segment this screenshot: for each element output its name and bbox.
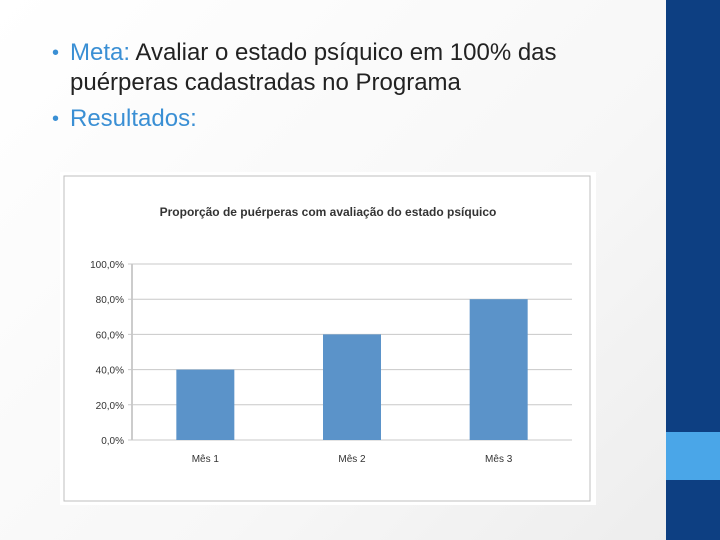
y-tick-label: 100,0% [90,260,124,271]
bullet-meta: • Meta: Avaliar o estado psíquico em 100… [52,38,652,98]
bullet-text: Resultados: [70,105,197,132]
bullet-list: • Meta: Avaliar o estado psíquico em 100… [52,38,652,140]
y-tick-label: 60,0% [96,330,124,341]
bullet-resultados: • Resultados: [52,104,652,134]
bullet-text: Avaliar o estado psíquico em 100% das pu… [70,39,557,96]
chart-container: Proporção de puérperas com avaliação do … [60,172,596,505]
chart-title: Proporção de puérperas com avaliação do … [160,205,497,219]
y-tick-label: 20,0% [96,401,124,412]
bullet-keyword: Meta: [70,39,131,66]
bullet-dot-icon: • [52,108,60,130]
sidebar-accent-block [666,432,720,480]
x-tick-label: Mês 1 [192,454,220,465]
x-tick-label: Mês 3 [485,454,513,465]
bar-1 [176,369,235,440]
y-tick-label: 80,0% [96,295,124,306]
bullet-dot-icon: • [52,42,60,64]
bar-3 [469,299,528,440]
y-tick-label: 40,0% [96,366,124,377]
x-tick-label: Mês 2 [338,454,366,465]
y-tick-label: 0,0% [101,436,124,447]
bar-2 [323,334,381,440]
bar-chart: Proporção de puérperas com avaliação do … [63,175,591,502]
